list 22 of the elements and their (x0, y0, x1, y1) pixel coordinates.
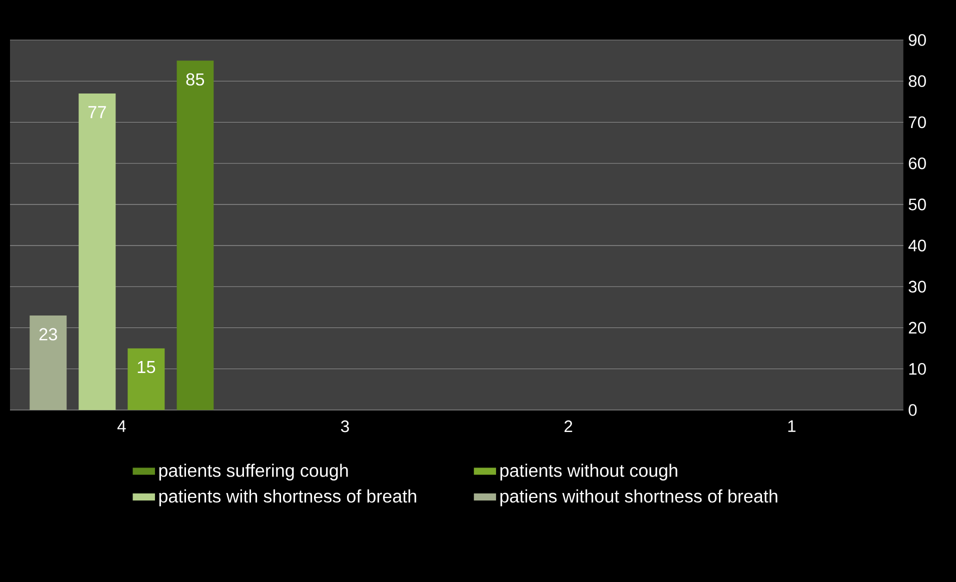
y-tick-label: 10 (909, 363, 926, 375)
y-tick-label: 80 (908, 75, 926, 88)
x-tick-label: 4 (117, 420, 126, 432)
y-tick-label: 40 (908, 240, 926, 252)
x-tick-label: 2 (564, 420, 572, 432)
y-tick-label: 60 (908, 157, 926, 170)
y-tick-label: 50 (908, 198, 926, 210)
legend-label: patiens without shortness of breath (500, 489, 778, 506)
y-tick-label: 70 (908, 116, 926, 128)
x-tick-label: 1 (788, 420, 796, 432)
data-label: 77 (88, 106, 106, 118)
y-tick-label: 0 (908, 404, 917, 416)
data-label: 85 (186, 73, 204, 86)
x-tick-label: 3 (340, 420, 349, 432)
data-label: 15 (138, 361, 156, 374)
y-tick-label: 30 (908, 280, 926, 293)
y-tick-label: 90 (908, 34, 926, 46)
legend-label: patients with shortness of breath (159, 489, 416, 506)
y-tick-label: 20 (908, 322, 926, 334)
legend-label: patients suffering cough (159, 464, 348, 480)
legend-label: patients without cough (500, 464, 678, 480)
data-label: 23 (39, 328, 58, 340)
